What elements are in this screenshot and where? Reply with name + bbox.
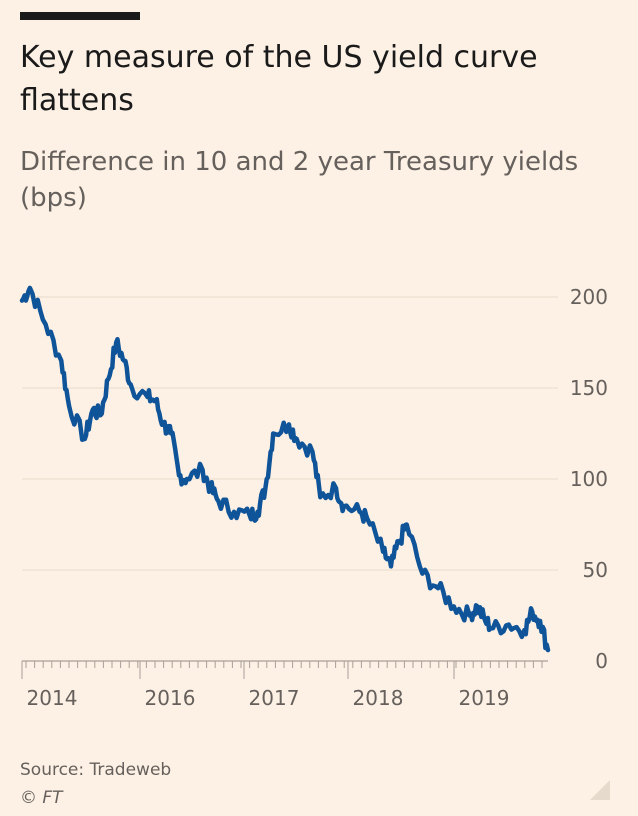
source-note: Source: Tradeweb [20, 760, 172, 780]
data-point [209, 486, 212, 490]
data-point [358, 510, 361, 513]
data-point [546, 648, 550, 652]
data-point [99, 414, 102, 417]
data-point [44, 323, 47, 326]
data-point [272, 432, 275, 435]
data-point [67, 405, 71, 408]
chart-title: Key measure of the US yield curve flatte… [20, 40, 538, 118]
data-point [162, 423, 165, 426]
data-point [436, 587, 440, 590]
data-point [507, 623, 510, 626]
data-point [397, 541, 401, 544]
data-point [60, 359, 63, 362]
x-tick-label-2014: 2014 [27, 686, 78, 710]
y-tick-label-50: 50 [583, 558, 608, 582]
data-point [523, 628, 526, 632]
data-point [491, 627, 495, 630]
data-point [287, 423, 291, 426]
y-tick-label-150: 150 [570, 376, 608, 400]
ft-header-bar [20, 12, 140, 20]
data-point [122, 359, 126, 362]
data-point [107, 377, 110, 381]
data-point [256, 510, 259, 513]
data-point [248, 514, 251, 517]
data-point [405, 523, 408, 526]
data-point [334, 486, 338, 490]
data-point [91, 408, 94, 412]
data-point [232, 510, 236, 513]
data-point [146, 395, 149, 399]
data-point [366, 517, 369, 521]
resize-corner-icon [590, 780, 610, 800]
copyright-note: © FT [20, 788, 63, 808]
data-point [468, 614, 471, 617]
chart-subtitle: Difference in 10 and 2 year Treasury yie… [20, 147, 579, 213]
data-point [201, 468, 204, 472]
data-point [483, 619, 487, 623]
data-point [130, 386, 134, 390]
data-point [452, 605, 455, 608]
data-point [389, 565, 393, 568]
data-point [115, 341, 118, 344]
series-line [19, 285, 551, 653]
data-point [217, 499, 220, 503]
data-point [154, 399, 157, 402]
data-point [531, 610, 534, 614]
data-point [264, 486, 267, 490]
data-point [295, 437, 298, 441]
data-point [319, 496, 322, 499]
y-tick-label-200: 200 [570, 285, 608, 309]
x-tick-label-2019: 2019 [459, 686, 510, 710]
data-point [28, 286, 32, 290]
data-point [83, 437, 87, 441]
data-point [185, 477, 189, 481]
data-point [538, 619, 542, 623]
x-tick-label-2017: 2017 [249, 686, 300, 710]
data-point [381, 550, 385, 553]
data-point [421, 572, 424, 575]
data-point [177, 474, 181, 477]
y-tick-label-100: 100 [570, 467, 608, 491]
y-tick-label-0: 0 [595, 649, 608, 673]
data-point [342, 505, 346, 508]
data-point [20, 299, 24, 302]
data-point [476, 605, 479, 608]
x-tick-label-2018: 2018 [353, 686, 404, 710]
x-tick-label-2016: 2016 [145, 686, 196, 710]
line-chart: 0 50 100 150 200 2014 2016 2017 2018 2019 [19, 285, 608, 710]
data-point [169, 432, 173, 435]
data-point [311, 450, 314, 453]
